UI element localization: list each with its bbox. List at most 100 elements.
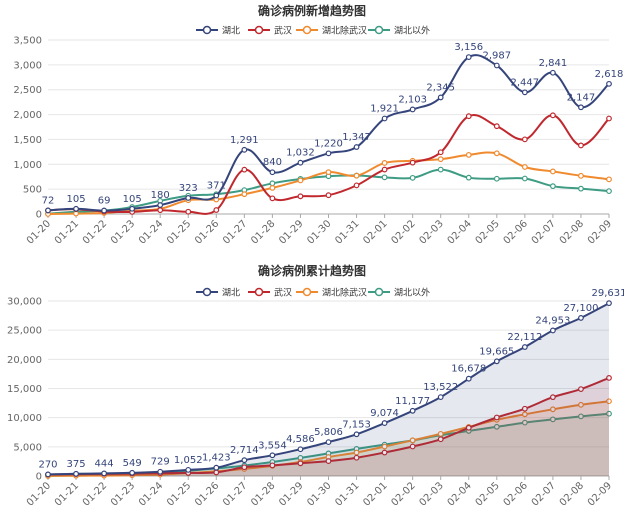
series-0-point-10 <box>325 439 332 446</box>
x-tick-label-18: 02-07 <box>530 480 558 508</box>
series-1-point-13 <box>409 443 416 450</box>
series-0-point-0 <box>45 207 51 214</box>
x-tick-label-3: 01-23 <box>109 218 137 246</box>
x-tick-label-10: 01-30 <box>305 480 333 508</box>
y-tick-label-5: 2,500 <box>13 85 42 96</box>
series-1-point-16 <box>493 414 500 421</box>
legend-entry-3: 湖北以外 <box>368 287 430 299</box>
data-label-1: 375 <box>67 459 86 470</box>
x-tick-label-5: 01-25 <box>165 480 193 508</box>
series-0-point-8 <box>269 452 276 459</box>
series-0-point-16 <box>493 62 500 69</box>
series-0-point-12 <box>381 420 388 426</box>
chart-title: 确诊病例累计趋势图 <box>258 263 366 278</box>
data-label-10: 5,806 <box>314 427 343 438</box>
x-tick-label-8: 01-28 <box>249 480 277 508</box>
legend-marker-0 <box>202 25 212 35</box>
series-2-point-17 <box>521 411 528 418</box>
legend-label-0: 湖北 <box>222 26 240 37</box>
series-2-point-14 <box>437 156 444 163</box>
series-0-point-0 <box>45 471 51 478</box>
x-tick-label-15: 02-04 <box>446 218 474 246</box>
x-tick-label-2: 01-22 <box>81 218 109 246</box>
x-tick-label-0: 01-20 <box>25 480 53 508</box>
series-0-point-11 <box>353 144 360 150</box>
data-label-16: 2,987 <box>482 51 511 62</box>
series-3-point-13 <box>409 174 416 181</box>
series-2-point-11 <box>353 449 360 456</box>
x-tick-label-6: 01-26 <box>193 480 221 508</box>
series-0-point-6 <box>213 464 220 471</box>
data-label-12: 9,074 <box>370 408 399 419</box>
x-tick-label-9: 01-29 <box>277 218 305 246</box>
data-label-14: 2,345 <box>426 82 455 93</box>
series-1-point-11 <box>353 454 360 461</box>
data-label-4: 180 <box>151 190 170 201</box>
y-tick-label-2: 1,000 <box>13 160 42 171</box>
data-label-20: 2,618 <box>595 69 624 80</box>
series-0-point-9 <box>297 446 304 453</box>
series-0-point-17 <box>521 89 528 96</box>
y-tick-label-5: 25,000 <box>7 326 42 337</box>
x-tick-label-12: 02-01 <box>361 218 389 246</box>
series-3-point-17 <box>521 419 528 426</box>
series-2-point-11 <box>353 172 360 179</box>
data-label-10: 1,220 <box>314 138 343 149</box>
data-label-13: 2,103 <box>398 94 427 105</box>
legend-label-1: 武汉 <box>274 287 292 299</box>
x-tick-label-15: 02-04 <box>446 480 474 508</box>
data-label-13: 11,177 <box>395 396 430 407</box>
series-1-point-19 <box>578 142 584 149</box>
series-area-1 <box>48 377 609 476</box>
x-tick-label-1: 01-21 <box>53 218 81 246</box>
series-0-point-13 <box>409 407 416 414</box>
series-2-point-18 <box>550 168 556 175</box>
series-3-point-20 <box>606 410 612 417</box>
series-1-point-6 <box>213 207 220 213</box>
data-label-17: 2,447 <box>511 77 540 88</box>
data-label-19: 2,147 <box>567 92 596 103</box>
series-0-point-19 <box>578 315 584 321</box>
series-0-point-3 <box>129 205 136 212</box>
legend-label-3: 湖北以外 <box>394 287 430 299</box>
series-0-point-7 <box>241 146 248 153</box>
series-0-point-9 <box>297 159 304 166</box>
series-1-point-12 <box>381 449 388 456</box>
data-label-16: 19,665 <box>479 346 514 357</box>
series-0-point-14 <box>437 394 444 401</box>
series-0-point-20 <box>606 300 612 307</box>
series-0-point-19 <box>578 104 584 111</box>
series-2-point-9 <box>297 177 304 184</box>
series-0-point-17 <box>521 344 528 350</box>
x-tick-label-13: 02-02 <box>389 480 417 508</box>
series-1-point-8 <box>269 462 276 469</box>
series-0-point-10 <box>325 150 332 157</box>
series-2-point-12 <box>381 160 388 166</box>
x-tick-label-14: 02-03 <box>417 480 445 508</box>
series-3-point-15 <box>465 174 472 181</box>
series-1-point-20 <box>606 374 612 381</box>
data-label-18: 24,953 <box>535 315 570 326</box>
series-1-point-9 <box>297 193 304 200</box>
series-1-point-5 <box>185 208 192 215</box>
legend-label-0: 湖北 <box>222 288 240 299</box>
series-0-point-2 <box>101 470 107 477</box>
x-tick-label-11: 01-31 <box>333 218 361 246</box>
series-1-point-15 <box>465 113 472 120</box>
x-tick-label-5: 01-25 <box>165 218 193 246</box>
data-label-6: 1,423 <box>202 453 231 464</box>
x-tick-label-4: 01-24 <box>137 218 165 246</box>
series-3-point-12 <box>381 174 388 181</box>
data-label-15: 16,678 <box>451 364 486 375</box>
series-2-point-15 <box>465 151 472 158</box>
legend-label-2: 湖北除武汉 <box>322 25 367 37</box>
series-1-point-16 <box>493 123 500 130</box>
chart-title: 确诊病例新增趋势图 <box>258 3 366 18</box>
y-tick-label-6: 30,000 <box>7 297 42 308</box>
data-label-18: 2,841 <box>539 58 568 69</box>
series-2-point-14 <box>437 430 444 437</box>
series-0-point-16 <box>493 358 500 365</box>
